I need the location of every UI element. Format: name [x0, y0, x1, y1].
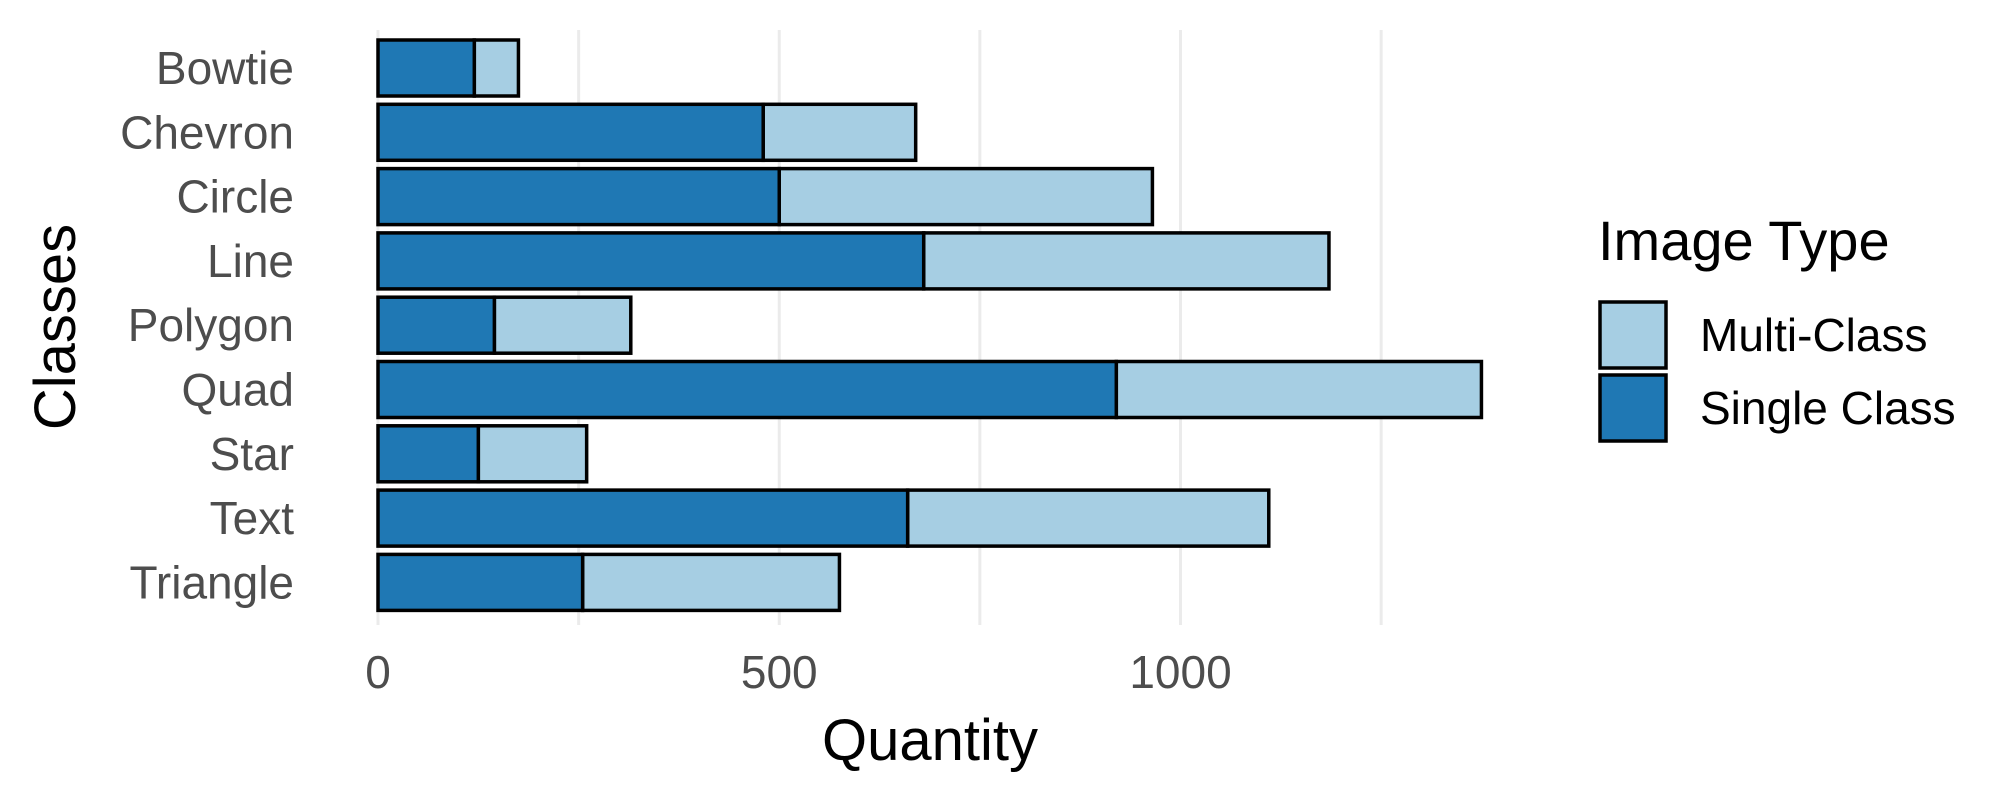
y-tick-label-quad: Quad — [181, 364, 294, 416]
legend: Image Type Multi-Class Single Class — [1598, 209, 1956, 443]
bar-line-multi-class — [921, 231, 1331, 291]
y-tick-labels: Bowtie Chevron Circle Line Polygon Quad Star Te… — [120, 42, 294, 608]
legend-swatch-multi-class — [1598, 300, 1668, 370]
bar-circle-multi-class — [777, 166, 1155, 227]
y-axis-title: Classes — [23, 224, 88, 430]
y-tick-label-text: Text — [210, 492, 295, 544]
bar-triangle-multi-class — [580, 552, 842, 613]
x-tick-labels: 0 500 1000 — [365, 646, 1231, 698]
bar-text-multi-class — [905, 488, 1271, 548]
y-tick-label-triangle: Triangle — [130, 556, 294, 608]
x-axis-title: Quantity — [822, 708, 1038, 773]
bar-chevron-multi-class — [761, 102, 918, 163]
bar-polygon-multi-class — [492, 295, 633, 355]
bar-chevron-single-class — [376, 102, 765, 163]
bar-polygon-single-class — [376, 295, 497, 355]
y-tick-label-star: Star — [210, 428, 294, 480]
legend-swatch-single-class — [1598, 373, 1668, 443]
y-tick-label-circle: Circle — [176, 171, 294, 223]
x-tick-label: 1000 — [1129, 646, 1231, 698]
bar-circle-single-class — [376, 166, 781, 227]
x-tick-label: 0 — [365, 646, 391, 698]
bar-line-single-class — [376, 231, 926, 291]
y-tick-label-chevron: Chevron — [120, 106, 294, 158]
legend-title: Image Type — [1598, 209, 1890, 272]
bar-quad-multi-class — [1114, 359, 1484, 420]
legend-label-single-class: Single Class — [1700, 382, 1956, 434]
x-tick-label: 500 — [741, 646, 818, 698]
y-tick-label-polygon: Polygon — [128, 299, 294, 351]
bar-bowtie-multi-class — [472, 38, 521, 98]
bar-text-single-class — [376, 488, 910, 548]
bar-quad-single-class — [376, 359, 1119, 420]
bar-star-multi-class — [476, 424, 589, 484]
legend-label-multi-class: Multi-Class — [1700, 309, 1927, 361]
y-tick-label-bowtie: Bowtie — [156, 42, 294, 94]
bars — [376, 38, 1484, 613]
bar-bowtie-single-class — [376, 38, 477, 98]
bar-triangle-single-class — [376, 552, 585, 613]
bar-star-single-class — [376, 424, 481, 484]
y-tick-label-line: Line — [207, 235, 294, 287]
